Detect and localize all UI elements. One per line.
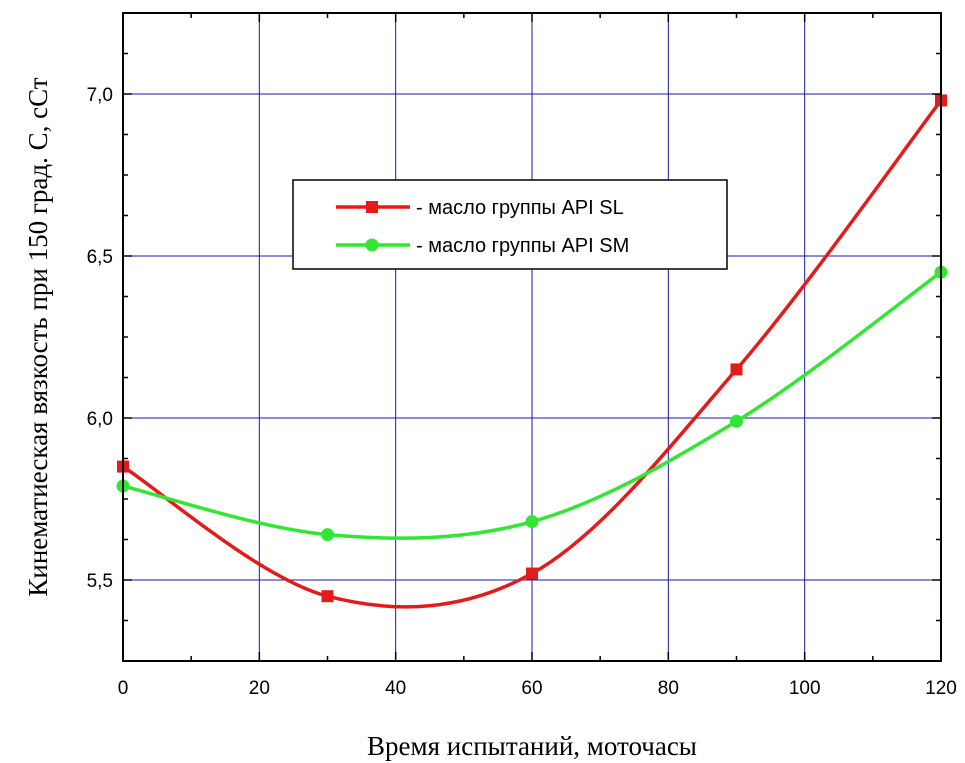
- legend-marker-1: [366, 201, 378, 213]
- series-1-point: [321, 590, 334, 603]
- series-2-point: [525, 515, 539, 529]
- legend-marker-2: [365, 238, 379, 252]
- x-tick-label: 80: [658, 678, 679, 699]
- x-tick-label: 60: [521, 678, 542, 699]
- legend: - масло группы API SL - масло группы API …: [292, 179, 728, 270]
- series-markers: [116, 94, 948, 603]
- axis-ticks: [122, 12, 942, 662]
- x-tick-label: 40: [385, 678, 406, 699]
- x-tick-label: 120: [925, 678, 957, 699]
- series-1-point: [526, 567, 538, 580]
- y-tick-label: 6,0: [87, 409, 113, 430]
- series-2-point: [321, 528, 334, 542]
- series-line-1: [122, 99, 943, 609]
- series-1-point: [730, 363, 743, 376]
- x-axis-title: Время испытаний, моточасы: [367, 731, 697, 761]
- legend-label-1: - масло группы API SL: [416, 197, 624, 219]
- legend-label-2: - масло группы API SM: [416, 235, 629, 257]
- series-2-point: [730, 414, 743, 428]
- x-tick-label: 0: [118, 678, 129, 699]
- y-tick-label: 7,0: [87, 85, 113, 106]
- y-axis-title: Кинематиеская вязкость при 150 град. С, …: [23, 77, 53, 596]
- x-tick-label: 100: [789, 678, 821, 699]
- legend-box: [292, 179, 728, 270]
- grid: [123, 13, 941, 661]
- y-tick-label: 5,5: [87, 571, 113, 592]
- tick-labels: 0 20 40 60 80 100 120 5,5 6,0 6,5 7,0: [87, 85, 957, 699]
- x-tick-label: 20: [249, 678, 270, 699]
- y-tick-label: 6,5: [87, 247, 113, 268]
